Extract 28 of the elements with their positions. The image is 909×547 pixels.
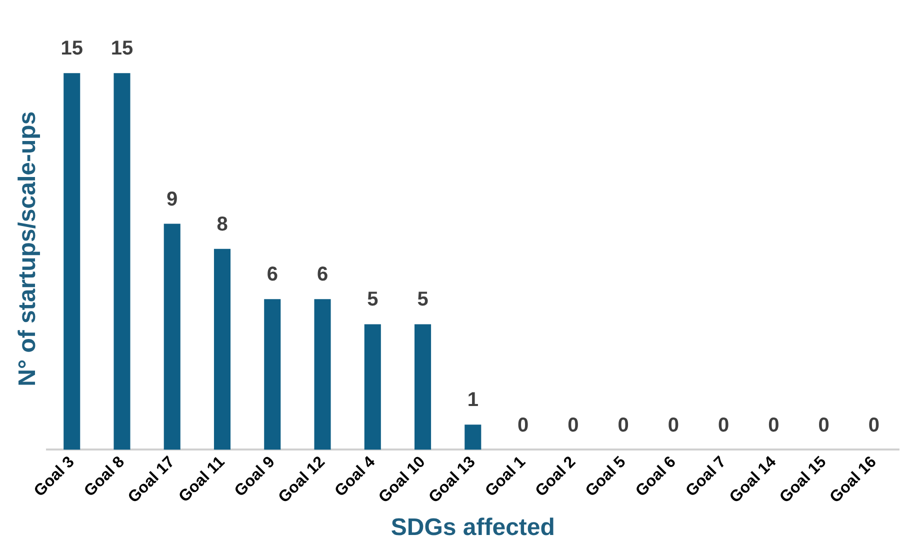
data-label: 5 <box>367 288 378 311</box>
x-axis-title: SDGs affected <box>390 514 555 542</box>
bar <box>64 73 80 450</box>
bar <box>164 224 180 450</box>
data-label: 0 <box>568 414 579 436</box>
data-label: 8 <box>216 213 228 236</box>
bar <box>214 248 231 450</box>
data-label: 9 <box>166 188 178 210</box>
y-axis-title: N° of startups/scale-ups <box>14 111 42 386</box>
bar <box>464 424 482 450</box>
bar <box>314 299 331 450</box>
data-label: 6 <box>316 264 328 286</box>
bar <box>114 73 130 450</box>
data-label: 1 <box>467 389 478 412</box>
data-label: 0 <box>818 414 830 436</box>
data-label: 0 <box>517 414 529 436</box>
data-label: 15 <box>60 38 83 60</box>
data-label: 15 <box>110 38 134 60</box>
data-label: 6 <box>266 264 278 286</box>
bar <box>364 324 381 450</box>
bar <box>414 324 432 450</box>
data-label: 0 <box>718 414 730 436</box>
data-label: 0 <box>618 414 629 436</box>
data-label: 5 <box>417 288 428 311</box>
data-label: 0 <box>868 414 880 436</box>
data-label: 0 <box>668 414 679 436</box>
bar <box>264 299 281 450</box>
data-label: 0 <box>768 414 780 436</box>
